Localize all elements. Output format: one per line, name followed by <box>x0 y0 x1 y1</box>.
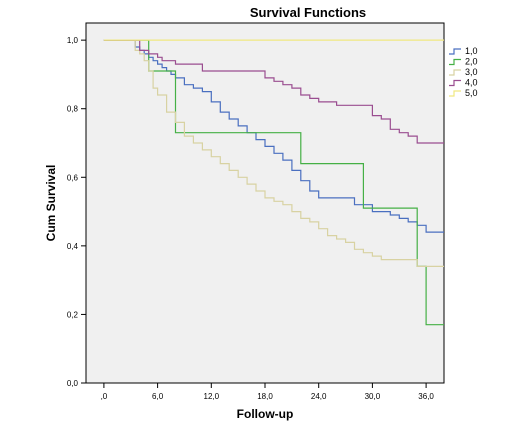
y-axis: 0,0 0,2 0,4 0,6 0,8 1,0 <box>67 36 86 388</box>
x-tick-label: 12,0 <box>204 392 220 401</box>
x-axis-title: Follow-up <box>237 407 294 421</box>
series-line-3 <box>103 39 444 267</box>
legend-label: 4,0 <box>465 78 478 88</box>
y-tick-label: 0,4 <box>67 242 79 251</box>
x-tick-label: 24,0 <box>311 392 327 401</box>
legend-swatch <box>449 79 461 87</box>
legend-label: 1,0 <box>465 46 478 56</box>
legend-label: 2,0 <box>465 57 478 67</box>
legend-swatch <box>449 69 461 76</box>
x-tick-label: 18,0 <box>257 392 273 401</box>
chart-title: Survival Functions <box>250 5 366 20</box>
series-group <box>103 39 444 326</box>
y-tick-label: 1,0 <box>67 36 79 45</box>
x-tick-label: 30,0 <box>365 392 381 401</box>
series-line-1 <box>103 39 444 233</box>
series-line-4 <box>103 39 444 144</box>
y-tick-label: 0,2 <box>67 310 79 319</box>
y-tick-label: 0,8 <box>67 105 79 114</box>
x-axis: ,0 6,0 12,0 18,0 24,0 30,0 36,0 <box>101 383 434 401</box>
y-axis-title: Cum Survival <box>44 165 58 242</box>
x-tick-label: ,0 <box>101 392 108 401</box>
legend-swatch <box>449 48 461 55</box>
y-tick-label: 0,6 <box>67 173 79 182</box>
legend-label: 3,0 <box>465 67 478 77</box>
legend: 1,02,03,04,05,0 <box>449 46 478 98</box>
plot-area <box>85 22 445 384</box>
legend-label: 5,0 <box>465 88 478 98</box>
x-tick-label: 6,0 <box>152 392 164 401</box>
legend-swatch <box>449 90 461 97</box>
legend-swatch <box>449 58 461 66</box>
y-tick-label: 0,0 <box>67 379 79 388</box>
x-tick-label: 36,0 <box>418 392 434 401</box>
